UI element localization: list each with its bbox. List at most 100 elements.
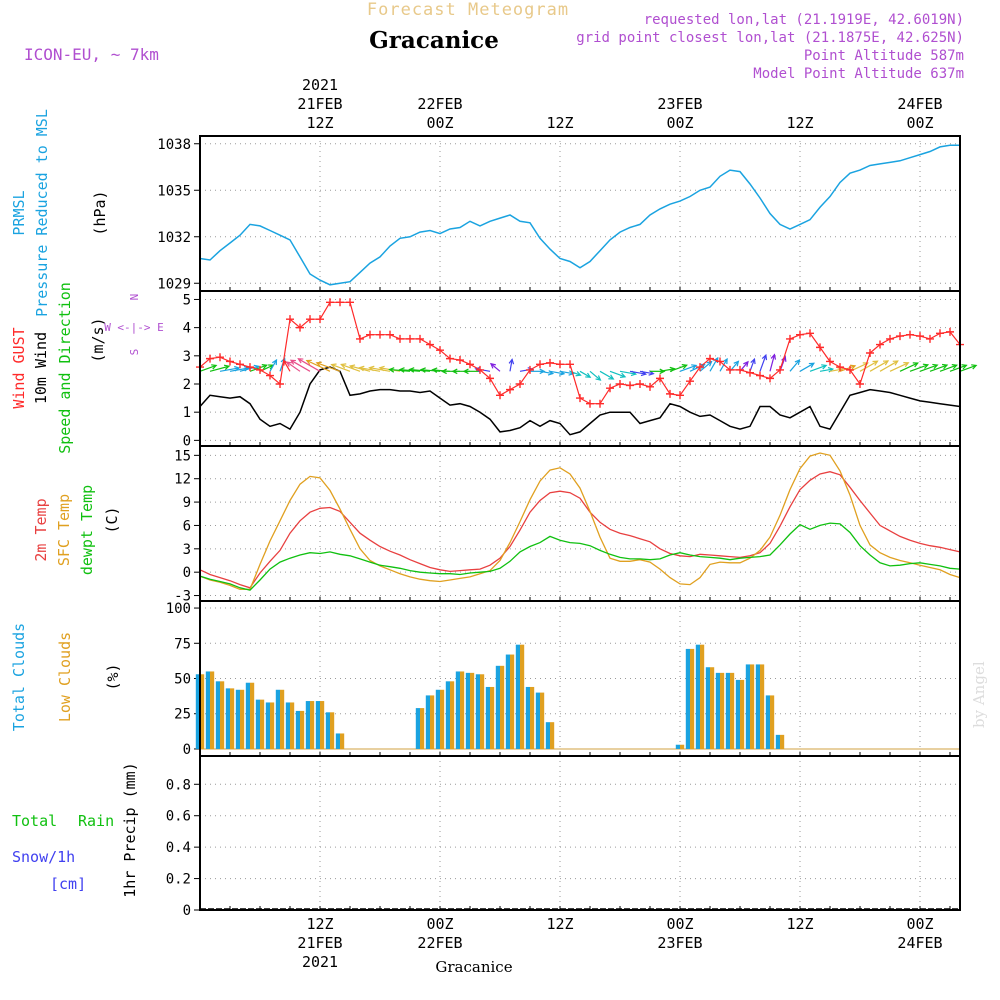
cloud-low-bar [300,710,305,749]
wind-arrow-head [539,368,546,375]
wind-gust-marker [886,334,894,343]
cloud-total-bar [775,734,780,749]
wind-gust-marker [486,374,494,383]
pressure-panel: 1038 1035 1032 1029 [157,135,961,292]
wind-direction-arrow [919,364,938,372]
wind-arrow-head [750,357,756,365]
wind-gust-marker [216,353,224,362]
cloud-total-bar [445,681,450,749]
clouds-tick-label: 75 [174,636,191,652]
clouds-tick-label: 100 [166,601,191,617]
wind-arrow-head [961,364,968,370]
wind-gust-marker [616,380,624,388]
wind-arrow-head [440,368,447,375]
wind-gust-marker [786,334,794,343]
cloud-total-bar [545,722,550,749]
cloud-total-bar [515,644,520,749]
temp-tick-label: 9 [183,495,191,511]
wind-direction-arrow [219,367,240,372]
wind-arrow-head [761,353,768,361]
temp-tick-label: 3 [183,542,191,558]
wind-arrow-head [451,368,458,375]
cloud-total-bar [535,692,540,749]
clouds-label-unit: (%) [104,663,122,690]
wind-gust-line [199,301,961,405]
clouds-label-total: Total Clouds [10,623,28,731]
cloud-low-bar [720,672,725,749]
cloud-low-bar [330,712,335,749]
wind-gust-marker [426,340,434,349]
cloud-low-bar [230,688,235,749]
wind-compass-n: N [128,294,141,301]
pressure-tick-label: 1035 [157,183,191,199]
time-bottom-label: 00Z [906,915,933,933]
wind-direction-arrow [199,364,217,372]
wind-gust-marker [516,380,524,388]
wind-gust-marker [876,340,884,349]
wind-arrow-head [941,363,949,370]
wind-gust-marker [796,330,804,339]
cloud-low-bar [450,681,455,749]
cloud-low-bar [270,702,275,749]
cloud-low-bar [480,674,485,749]
cloud-total-bar [335,733,340,749]
wind-direction-arrow [286,361,301,372]
wind-direction-arrow [359,367,381,372]
wind-arrow-head [211,364,218,370]
wind-direction-arrow [599,370,614,380]
temp-tick-label: 12 [174,472,191,488]
pressure-label-unit: (hPa) [91,190,109,235]
cloud-total-bar [215,681,220,749]
cloud-low-bar [420,708,425,749]
wind-arrow-head [595,375,602,381]
grid-point-coords: grid point closest lon,lat (21.1875E, 42… [576,30,964,46]
wind-arrow-head [585,372,592,378]
cloud-total-bar [225,688,230,749]
wind-gust-marker [396,334,404,343]
wind-direction-arrow [549,370,565,375]
precip-label-total: Total [12,812,57,830]
wind-direction-arrow [409,368,431,372]
wind-gust-marker [506,385,514,394]
cloud-low-bar [530,686,535,749]
wind-gust-marker [326,298,334,307]
wind-label-gust: Wind GUST [10,327,28,408]
wind-arrow-head [419,367,426,373]
wind-gust-marker [266,371,274,380]
wind-arrow-head [608,374,615,380]
wind-direction-arrow [331,364,351,372]
wind-gust-marker [926,334,934,343]
cloud-low-bar [550,722,555,749]
cloud-total-bar [495,665,500,749]
cloud-low-bar [460,671,465,749]
cloud-low-bar [250,682,255,749]
temp-tick-label: 15 [174,448,191,464]
cloud-total-bar [505,654,510,749]
cloud-total-bar [695,644,700,749]
wind-arrow-head [619,372,627,378]
wind-gust-marker [206,354,214,363]
time-bottom-label: 2021 [302,953,338,971]
wind-gust-marker [666,389,674,398]
wind-gust-marker [526,365,534,374]
wind-gust-marker [856,380,864,388]
wind-arrow-head [872,360,879,366]
wind-direction-arrow [699,361,712,372]
wind-gust-marker [226,357,234,366]
cloud-total-bar [265,702,270,749]
temp-label-sfc: SFC Temp [55,494,73,566]
wind-arrow-head [837,367,844,373]
cloud-low-bar [520,644,525,749]
wind-direction-arrow [819,368,833,372]
wind-gust-marker [816,343,824,352]
cloud-low-bar [680,744,685,749]
wind-direction-arrow [659,368,675,372]
wind-direction-arrow [619,370,636,375]
wind-arrow-head [781,355,787,362]
temp-sfc-line [199,452,961,590]
wind-arrow-head [271,358,278,366]
cloud-low-bar [310,701,315,749]
cloud-low-bar [280,689,285,749]
cloud-low-bar [510,654,515,749]
wind-direction-arrow [369,367,391,372]
